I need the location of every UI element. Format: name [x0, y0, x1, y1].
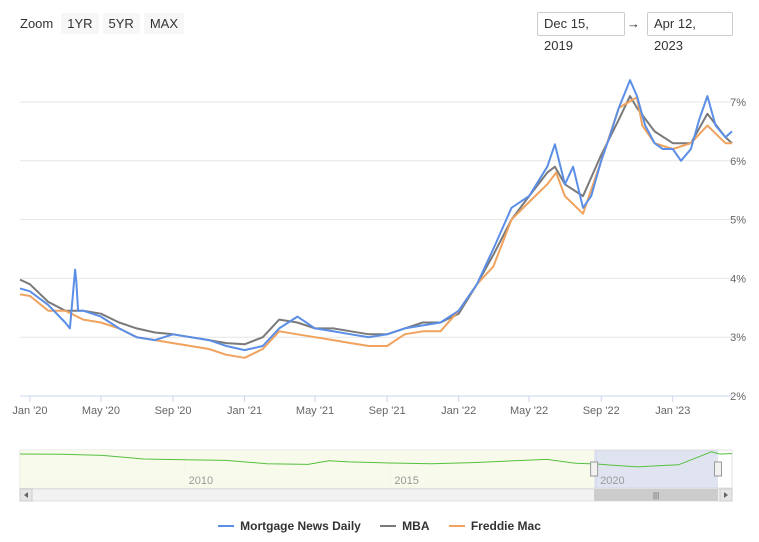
legend-label-mba: MBA	[402, 519, 430, 533]
x-axis: Jan '20 May '20 Sep '20 Jan '21 May '21 Sep '…	[12, 395, 732, 417]
x-tick-label: May '20	[82, 405, 120, 417]
x-tick-label: Jan '21	[227, 405, 262, 417]
series-lines	[19, 79, 733, 359]
legend-label-freddie: Freddie Mac	[470, 519, 541, 533]
zoom-5yr-button[interactable]: 5YR	[102, 12, 140, 34]
legend-swatch-freddie	[448, 525, 465, 527]
range-from-input[interactable]: Dec 15, 2019	[537, 12, 625, 53]
x-tick-label: May '21	[296, 405, 334, 417]
x-tick-label: Sep '21	[369, 405, 406, 417]
rate-chart: Jan '20 May '20 Sep '20 Jan '21 May '21 Sep '…	[12, 79, 746, 502]
navigator-label-2010: 2010	[189, 475, 213, 487]
legend-swatch-mba	[380, 525, 397, 527]
range-arrow: →	[627, 16, 640, 31]
y-tick-label: 4%	[730, 273, 746, 285]
y-tick-label: 6%	[730, 156, 746, 168]
range-to-input[interactable]: Apr 12, 2023	[647, 12, 733, 53]
x-tick-label: May '22	[510, 405, 548, 417]
arrow-left-icon	[24, 492, 28, 498]
x-tick-label: Jan '22	[441, 405, 476, 417]
series-line-0[interactable]	[19, 79, 733, 352]
x-tick-label: Sep '20	[155, 405, 192, 417]
series-line-2[interactable]	[19, 96, 732, 359]
navigator-selection[interactable]	[594, 450, 718, 488]
grid-lines	[20, 101, 732, 397]
zoom-bar: Zoom 1YR 5YR MAX	[20, 12, 184, 34]
y-tick-label: 2%	[730, 391, 746, 403]
x-tick-label: Jan '23	[655, 405, 690, 417]
legend-item-freddie[interactable]: Freddie Mac	[448, 519, 541, 533]
arrow-right-icon	[724, 492, 728, 498]
legend-swatch-mnd	[218, 525, 235, 527]
legend-item-mba[interactable]: MBA	[380, 519, 430, 533]
navigator-series-line	[19, 451, 733, 468]
y-axis: 2% 3% 4% 5% 6% 7%	[730, 97, 746, 403]
navigator-handle-right[interactable]	[714, 461, 722, 477]
zoom-label: Zoom	[20, 15, 54, 31]
y-tick-label: 5%	[730, 215, 746, 227]
x-tick-label: Jan '20	[12, 405, 47, 417]
zoom-max-button[interactable]: MAX	[143, 12, 184, 34]
navigator-label-2015: 2015	[394, 475, 418, 487]
x-tick-label: Sep '22	[583, 405, 620, 417]
legend-label-mnd: Mortgage News Daily	[240, 519, 361, 533]
navigator-label-2020: 2020	[600, 475, 624, 487]
zoom-1yr-button[interactable]: 1YR	[61, 12, 99, 34]
y-tick-label: 3%	[730, 332, 746, 344]
scrollbar-thumb[interactable]	[594, 489, 718, 501]
scrollbar-grip-icon: |||	[653, 491, 659, 500]
legend: Mortgage News Daily MBA Freddie Mac	[0, 516, 759, 533]
series-line-1[interactable]	[19, 95, 733, 346]
navigator: 2010 2015 2020 |||	[19, 449, 733, 502]
navigator-handle-left[interactable]	[590, 461, 599, 477]
legend-item-mnd[interactable]: Mortgage News Daily	[218, 519, 361, 533]
y-tick-label: 7%	[730, 97, 746, 109]
